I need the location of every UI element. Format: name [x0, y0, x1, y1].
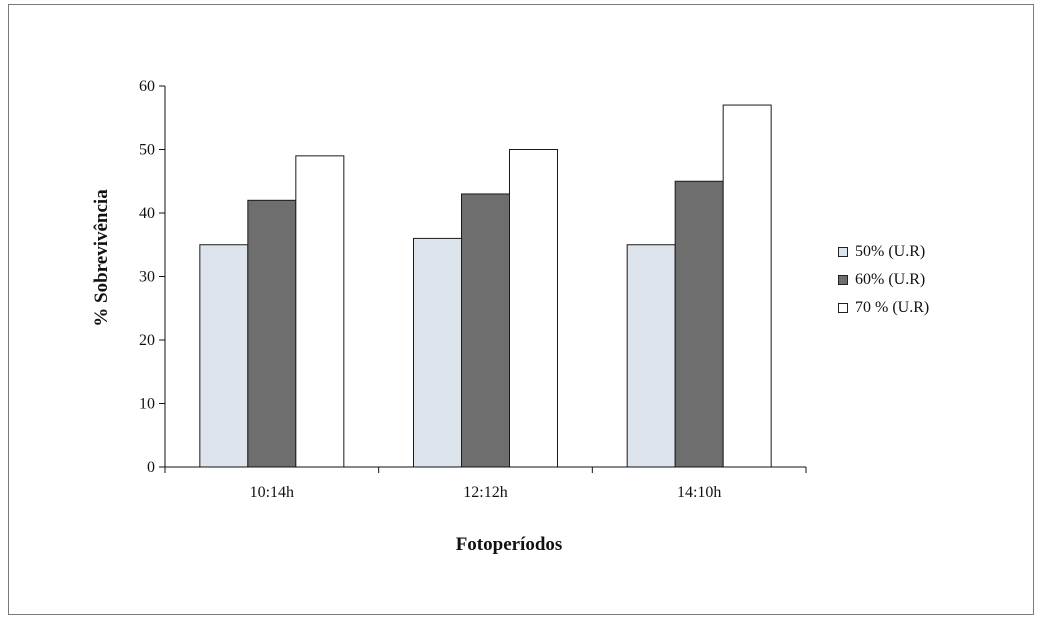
- y-ticks-group: 0 10 20 30 40 50 60: [139, 78, 165, 476]
- x-tick-label: 14:10h: [677, 484, 721, 501]
- bar-1-1: [199, 244, 249, 468]
- bar-3-2: [509, 149, 558, 468]
- x-axis-title: Fotoperíodos: [455, 534, 563, 555]
- x-ticks-group: 10:14h 12:12h 14:10h: [164, 467, 807, 501]
- y-tick-label: 40: [139, 205, 155, 222]
- legend-item: 50% (U.R): [838, 238, 929, 266]
- y-tick-label: 50: [139, 142, 155, 159]
- legend: 50% (U.R) 60% (U.R) 70 % (U.R): [838, 238, 929, 322]
- bar-3-3: [722, 104, 772, 468]
- y-tick-label: 60: [139, 78, 155, 95]
- bar-2-2: [461, 193, 510, 468]
- bar-2-3: [674, 180, 724, 468]
- bar-1-3: [626, 244, 676, 468]
- x-tick-label: 10:14h: [250, 484, 294, 501]
- y-tick-label: 30: [139, 269, 155, 286]
- legend-label: 50% (U.R): [855, 243, 926, 260]
- legend-item: 70 % (U.R): [838, 294, 929, 322]
- y-tick-label: 20: [139, 332, 155, 349]
- legend-swatch: [838, 275, 848, 285]
- bars-group: [199, 104, 772, 468]
- legend-item: 60% (U.R): [838, 266, 929, 294]
- bar-2-1: [247, 199, 297, 468]
- y-axis-title: % Sobrevivência: [91, 189, 112, 327]
- legend-swatch: [838, 247, 848, 257]
- bar-3-1: [295, 155, 345, 468]
- y-tick-label: 10: [139, 396, 155, 413]
- y-tick-label: 0: [147, 459, 155, 476]
- legend-label: 70 % (U.R): [855, 299, 930, 316]
- x-tick-label: 12:12h: [463, 484, 507, 501]
- bar-1-2: [413, 237, 462, 468]
- legend-swatch: [838, 303, 848, 313]
- legend-label: 60% (U.R): [855, 271, 926, 288]
